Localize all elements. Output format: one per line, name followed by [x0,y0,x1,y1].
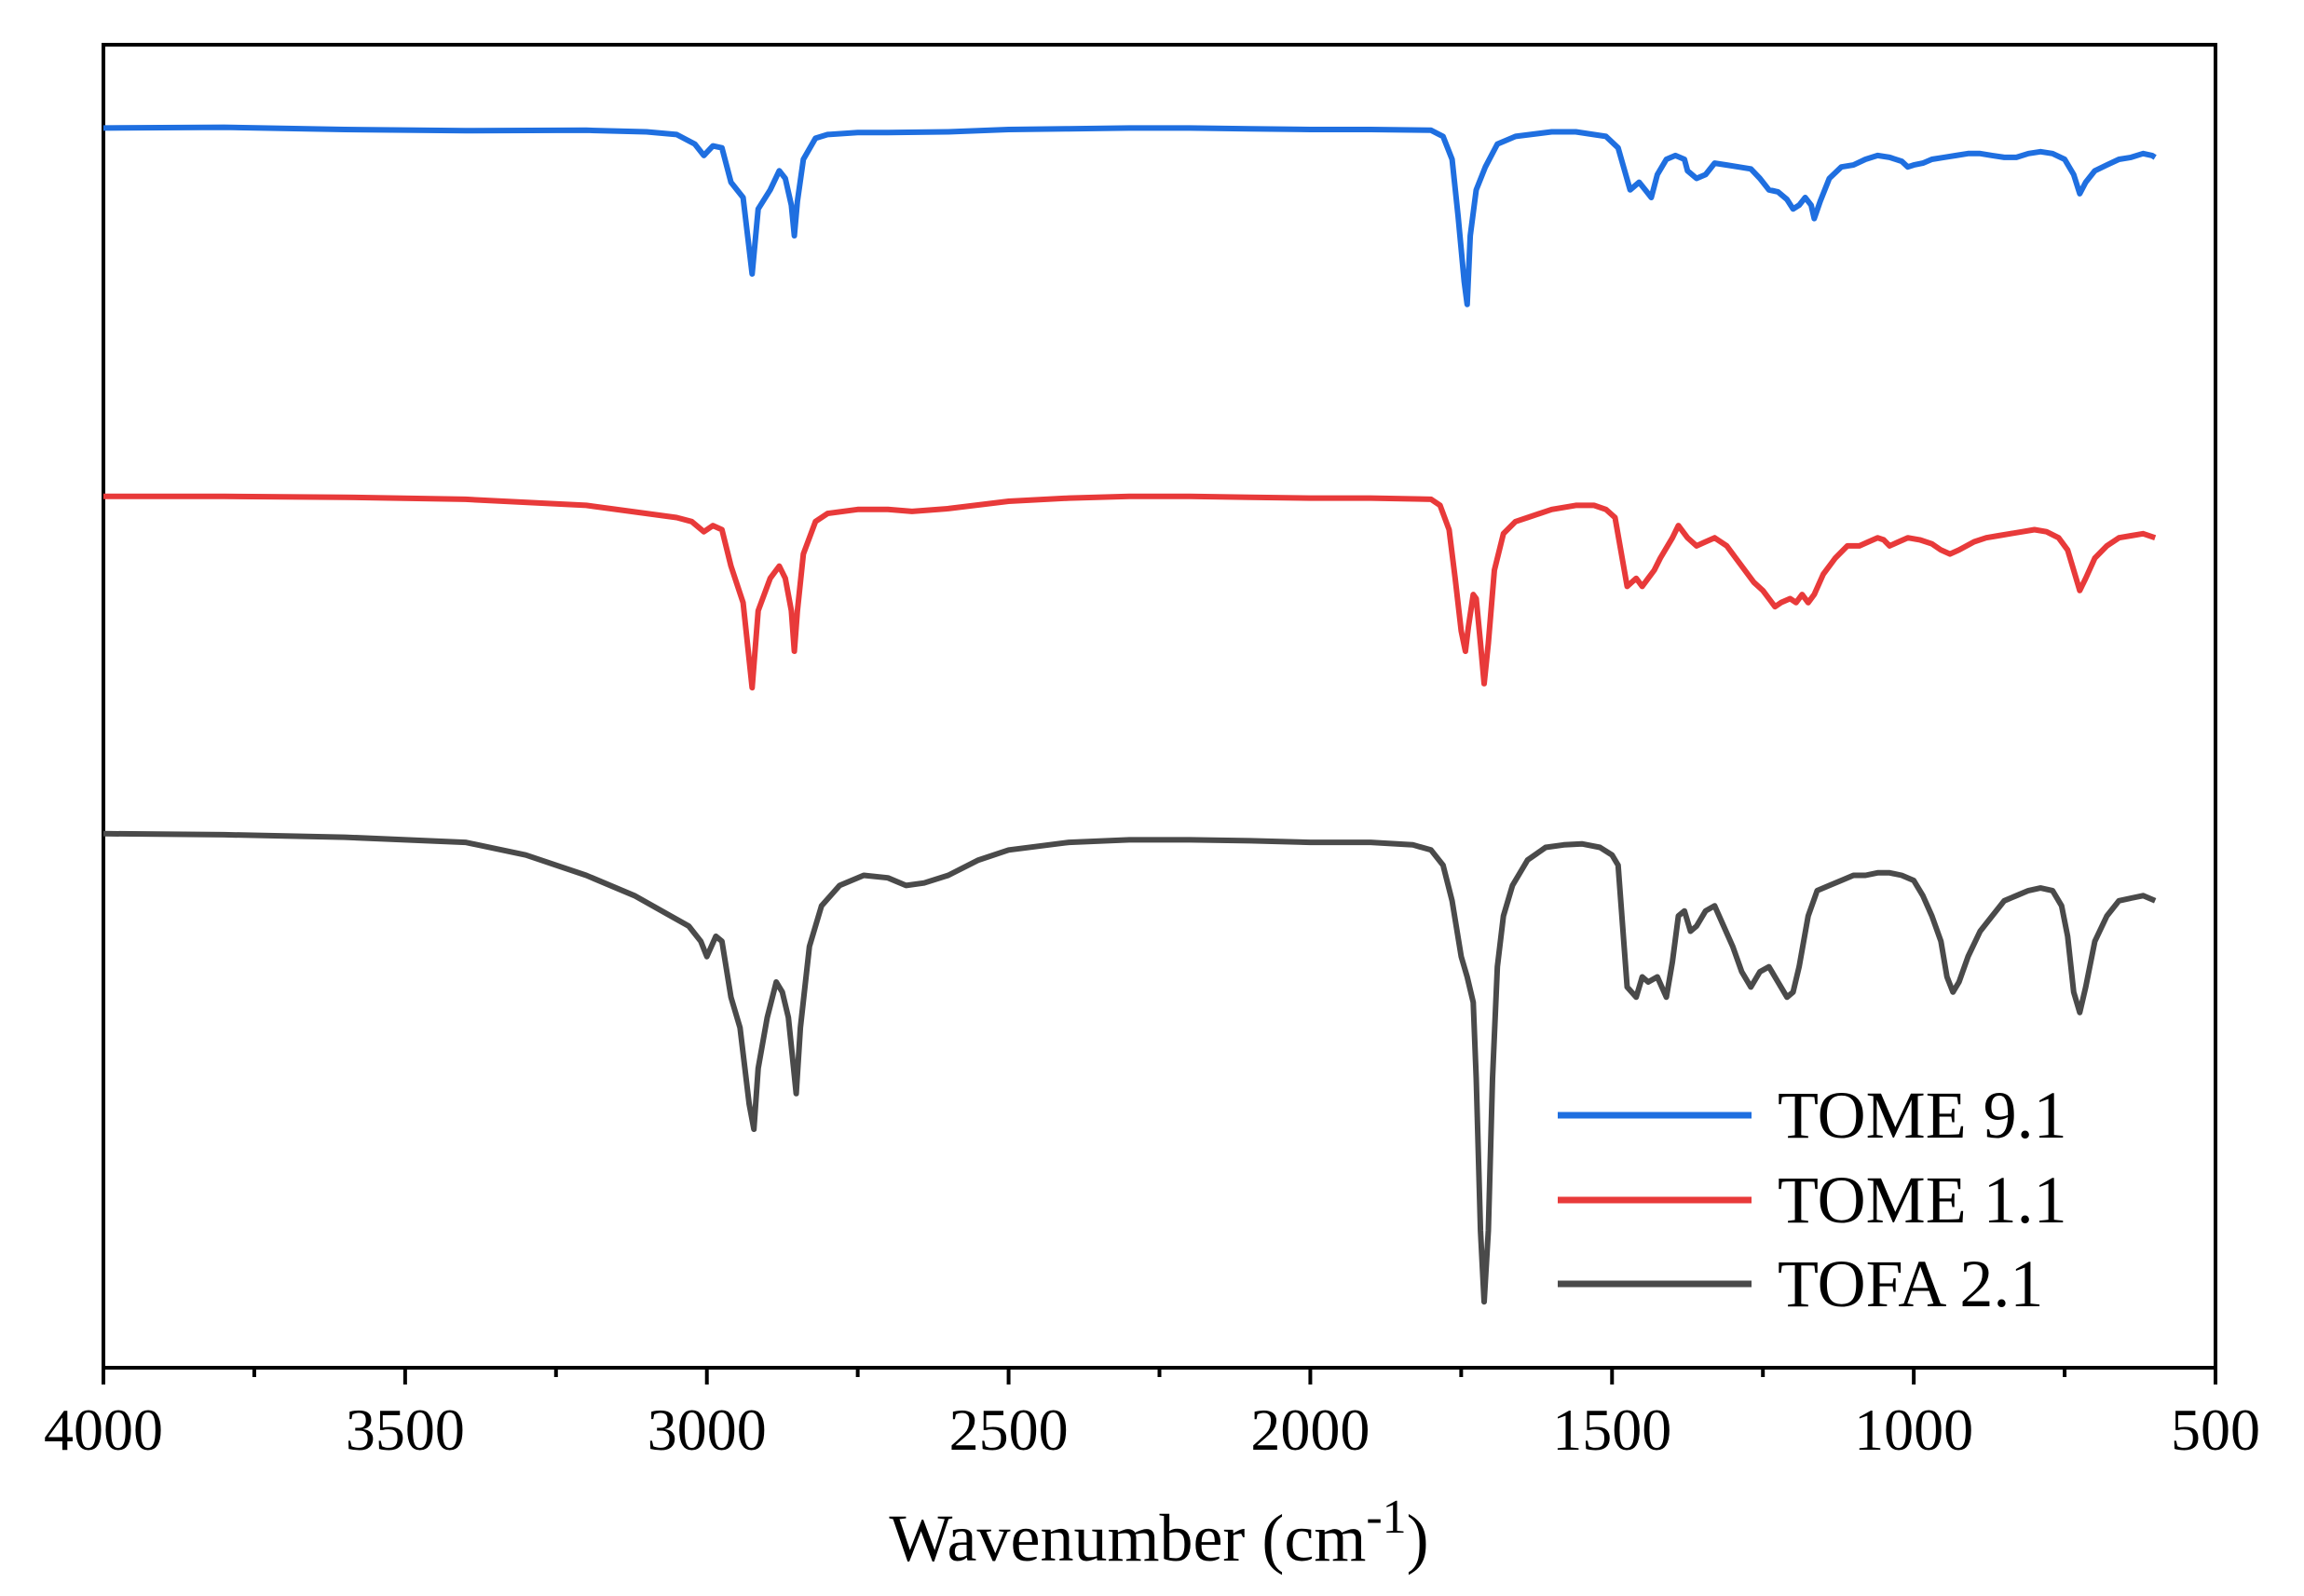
legend-label-3: TOFA 2.1 [1778,1247,2043,1321]
series-line-3 [102,830,2157,1305]
series-line-1 [102,124,2157,307]
legend: TOME 9.1 TOME 1.1 TOFA 2.1 [1558,1078,2067,1321]
legend-label-2: TOME 1.1 [1778,1163,2067,1237]
x-tick-label: 4000 [44,1397,163,1463]
x-axis-title-suffix: ) [1407,1501,1429,1576]
x-tick-label: 1000 [1854,1397,1973,1463]
x-axis-title-superscript: -1 [1366,1491,1406,1544]
x-axis-title-main: Wavenumber (cm [889,1501,1366,1576]
series-layer [102,124,2157,1305]
x-axis-ticks: 4000 3500 3000 2500 2000 1500 1000 500 [44,1368,2260,1463]
legend-label-1: TOME 9.1 [1778,1078,2067,1153]
x-tick-label: 2000 [1250,1397,1370,1463]
series-line-2 [103,493,2157,691]
x-tick-label: 500 [2171,1397,2260,1463]
x-tick-label: 1500 [1552,1397,1671,1463]
x-tick-label: 2500 [949,1397,1069,1463]
x-tick-label: 3000 [648,1397,767,1463]
x-tick-label: 3500 [346,1397,465,1463]
x-axis-title: Wavenumber (cm-1) [889,1491,1428,1576]
